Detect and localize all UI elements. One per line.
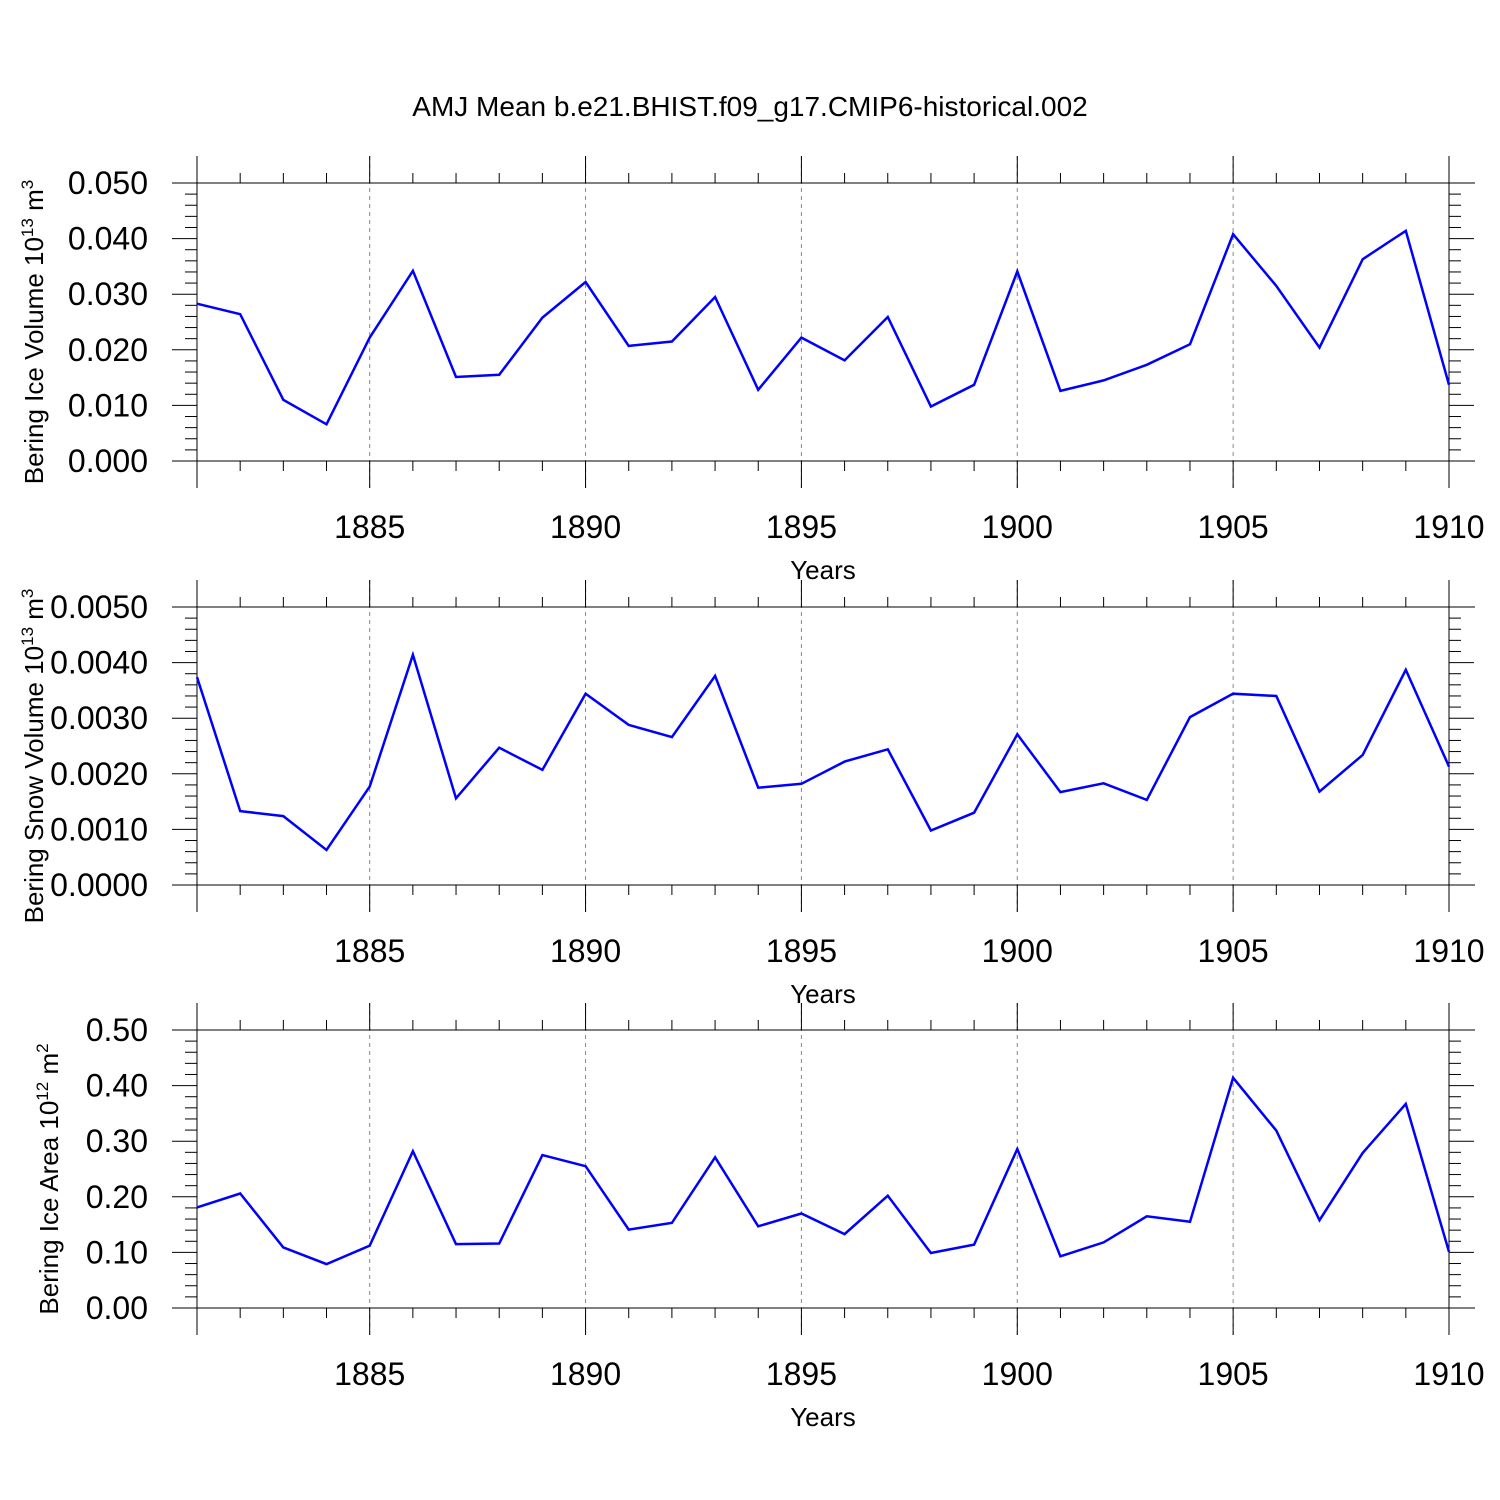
x-tick-label: 1900 bbox=[982, 933, 1053, 969]
x-axis-label: Years bbox=[790, 555, 856, 585]
y-tick-label: 0.0050 bbox=[50, 589, 148, 625]
x-tick-label: 1905 bbox=[1198, 509, 1269, 545]
x-tick-label: 1895 bbox=[766, 509, 837, 545]
y-tick-label: 0.40 bbox=[86, 1068, 148, 1104]
x-tick-label: 1885 bbox=[334, 509, 405, 545]
y-tick-label: 0.00 bbox=[86, 1290, 148, 1326]
x-tick-label: 1910 bbox=[1413, 1356, 1484, 1392]
x-tick-label: 1905 bbox=[1198, 1356, 1269, 1392]
y-tick-label: 0.0000 bbox=[50, 867, 148, 903]
panels: 0.000 0.010 0.020 0.030 0.040 0.050 1885 1890 18… bbox=[18, 156, 1485, 1432]
y-tick-label: 0.30 bbox=[86, 1123, 148, 1159]
x-axis-label: Years bbox=[790, 1402, 856, 1432]
x-tick-label: 1890 bbox=[550, 933, 621, 969]
y-tick-label: 0.10 bbox=[86, 1234, 148, 1270]
x-tick-label: 1885 bbox=[334, 1356, 405, 1392]
x-tick-label: 1890 bbox=[550, 509, 621, 545]
x-tick-label: 1900 bbox=[982, 509, 1053, 545]
y-tick-label: 0.030 bbox=[68, 276, 148, 312]
chart-panel-1: 0.000 0.010 0.020 0.030 0.040 0.050 1885 1890 18… bbox=[18, 156, 1485, 585]
chart-panel-3: 0.00 0.10 0.20 0.30 0.40 0.50 1885 1890 1895 1900… bbox=[33, 1003, 1485, 1432]
y-tick-label: 0.000 bbox=[68, 443, 148, 479]
y-tick-label: 0.0020 bbox=[50, 756, 148, 792]
x-tick-label: 1895 bbox=[766, 933, 837, 969]
y-axis-label: Bering Ice Area 1012 m2 bbox=[33, 1043, 64, 1314]
y-tick-label: 0.50 bbox=[86, 1012, 148, 1048]
y-tick-label: 0.010 bbox=[68, 387, 148, 423]
series-line bbox=[196, 1075, 1451, 1266]
x-tick-label: 1910 bbox=[1413, 933, 1484, 969]
x-tick-label: 1905 bbox=[1198, 933, 1269, 969]
x-tick-label: 1885 bbox=[334, 933, 405, 969]
x-tick-label: 1890 bbox=[550, 1356, 621, 1392]
y-tick-label: 0.040 bbox=[68, 221, 148, 257]
y-tick-label: 0.020 bbox=[68, 332, 148, 368]
y-axis-label: Bering Snow Volume 1013 m3 bbox=[18, 589, 49, 924]
x-tick-label: 1900 bbox=[982, 1356, 1053, 1392]
y-tick-label: 0.0040 bbox=[50, 645, 148, 681]
y-tick-label: 0.0030 bbox=[50, 700, 148, 736]
series-line bbox=[196, 228, 1451, 427]
y-axis-label: Bering Ice Volume 1013 m3 bbox=[18, 180, 49, 484]
x-tick-label: 1895 bbox=[766, 1356, 837, 1392]
x-axis-label: Years bbox=[790, 979, 856, 1009]
series-line bbox=[195, 650, 1451, 852]
chart-panel-2: 0.0000 0.0010 0.0020 0.0030 0.0040 0.0050 1885… bbox=[18, 580, 1485, 1009]
x-tick-label: 1910 bbox=[1413, 509, 1484, 545]
y-tick-label: 0.050 bbox=[68, 165, 148, 201]
figure-title: AMJ Mean b.e21.BHIST.f09_g17.CMIP6-histo… bbox=[412, 91, 1087, 122]
y-tick-label: 0.0010 bbox=[50, 811, 148, 847]
y-tick-label: 0.20 bbox=[86, 1179, 148, 1215]
